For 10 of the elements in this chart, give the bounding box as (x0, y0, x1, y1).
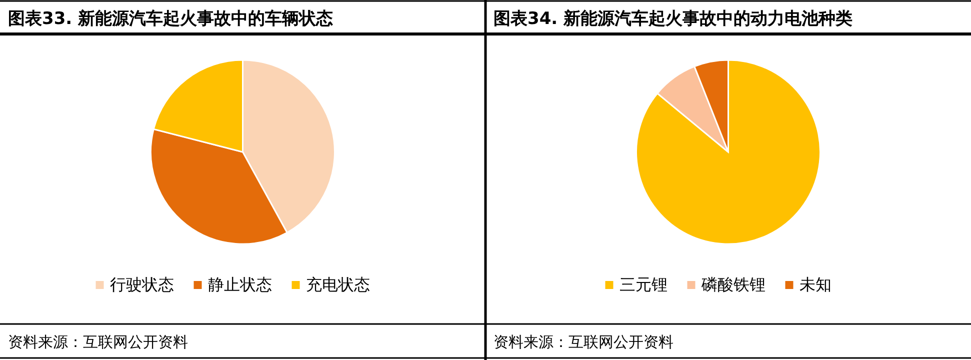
legend-label: 充电状态 (306, 275, 370, 294)
legend-label: 静止状态 (208, 275, 272, 294)
text: 资料来源：互联网公开资料 (8, 333, 188, 351)
chart-title: 图表34. 新能源汽车起火事故中的动力电池种类 (494, 9, 853, 29)
text: 资料来源：互联网公开资料 (494, 333, 674, 351)
legend-label: 三元锂 (619, 275, 668, 294)
chart-title: 图表33. 新能源汽车起火事故中的车辆状态 (8, 9, 334, 29)
legend-label: 行驶状态 (110, 275, 174, 294)
legend-label: 未知 (799, 275, 832, 294)
legend-label: 磷酸铁锂 (700, 275, 766, 294)
